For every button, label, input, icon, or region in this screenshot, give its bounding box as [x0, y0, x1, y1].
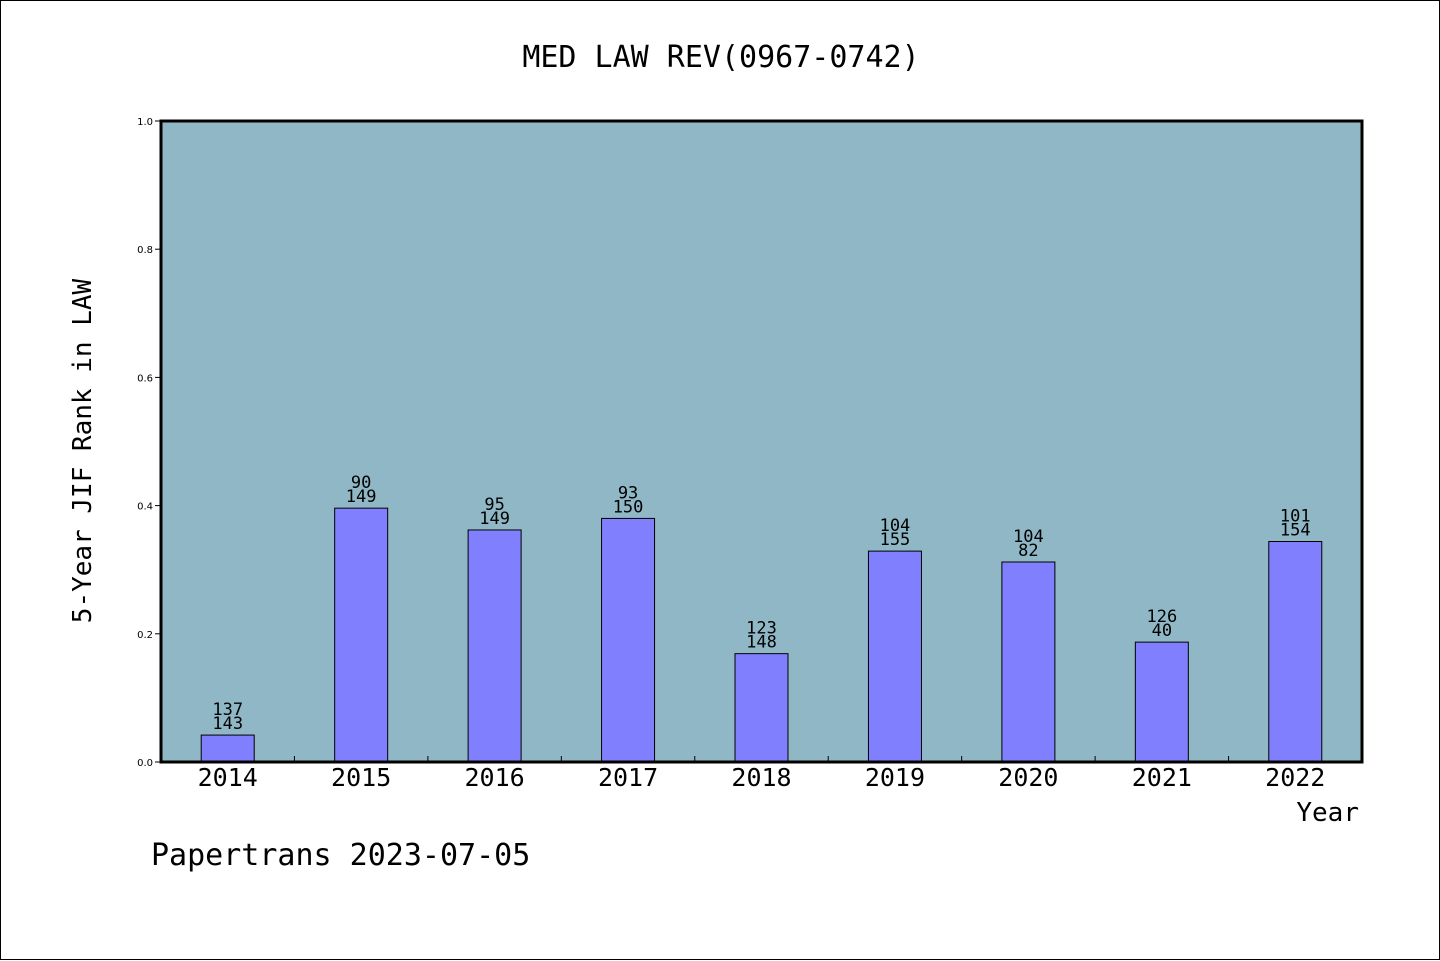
bar — [334, 507, 389, 763]
bar — [1268, 540, 1323, 763]
bar-label-bottom: 143 — [212, 714, 243, 734]
chart-title: MED LAW REV(0967-0742) — [522, 40, 919, 75]
bar-label-top: 90 — [351, 473, 371, 493]
bar-label-top: 137 — [212, 700, 243, 720]
bar-label-bottom: 155 — [880, 530, 911, 550]
x-tick-label: 2014 — [198, 763, 258, 792]
y-tick-label: 0.0 — [137, 758, 153, 769]
bar-label-bottom: 40 — [1152, 621, 1172, 641]
x-tick-label: 2017 — [598, 763, 658, 792]
bar-label-bottom: 150 — [613, 497, 644, 517]
plot-border — [159, 119, 1364, 764]
x-tick-label: 2021 — [1132, 763, 1192, 792]
bar-label-bottom: 82 — [1018, 541, 1038, 561]
bar-label-top: 126 — [1146, 607, 1177, 627]
bar — [734, 653, 789, 763]
bar — [1001, 561, 1056, 763]
bar — [467, 529, 522, 763]
bar — [1134, 641, 1189, 763]
bar — [601, 517, 656, 763]
y-tick-label: 0.2 — [137, 630, 153, 641]
x-axis-label: Year — [1296, 798, 1359, 828]
x-tick-label: 2020 — [998, 763, 1058, 792]
bar — [200, 734, 255, 763]
bar-label-top: 123 — [746, 619, 777, 639]
bar-label-top: 101 — [1280, 506, 1311, 526]
y-tick-label: 1.0 — [137, 117, 153, 128]
bar-label-top: 95 — [484, 495, 504, 515]
bar-label-bottom: 148 — [746, 633, 777, 653]
y-tick-label: 0.4 — [137, 502, 153, 513]
bar-label-bottom: 149 — [346, 487, 377, 507]
x-tick-label: 2018 — [731, 763, 791, 792]
x-tick-label: 2019 — [865, 763, 925, 792]
bar-label-bottom: 149 — [479, 509, 510, 529]
y-axis-label: 5-Year JIF Rank in LAW — [68, 278, 98, 623]
bar — [867, 550, 922, 763]
bar-label-top: 93 — [618, 483, 638, 503]
x-tick-label: 2022 — [1265, 763, 1325, 792]
x-tick-label: 2016 — [465, 763, 525, 792]
y-tick-label: 0.8 — [137, 245, 153, 256]
bar-label-top: 104 — [880, 516, 911, 536]
bar-label-top: 104 — [1013, 527, 1044, 547]
y-tick-label: 0.6 — [137, 373, 153, 384]
x-tick-label: 2015 — [331, 763, 391, 792]
footer-text: Papertrans 2023-07-05 — [151, 838, 530, 873]
bar-label-bottom: 154 — [1280, 520, 1311, 540]
